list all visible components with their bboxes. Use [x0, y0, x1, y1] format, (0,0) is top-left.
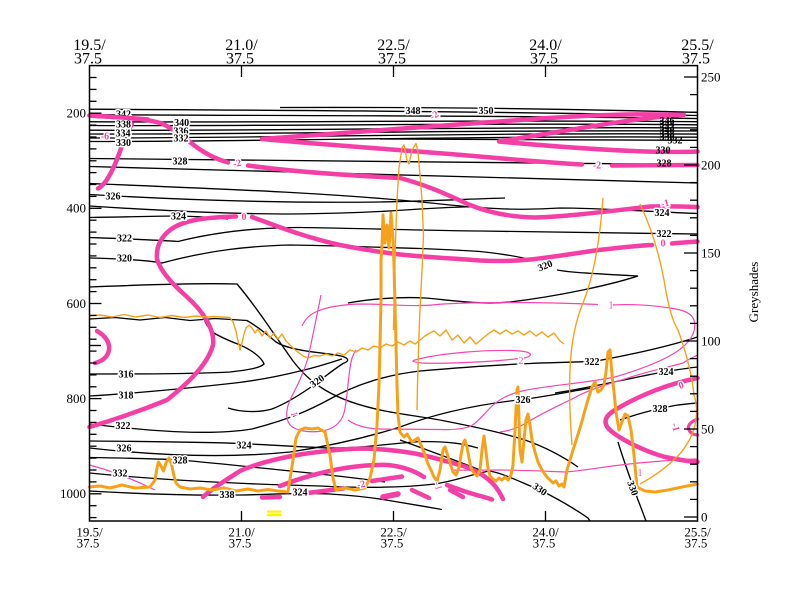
svg-text:21.0/: 21.0/ — [225, 37, 258, 54]
svg-text:328: 328 — [173, 456, 188, 467]
svg-text:322: 322 — [116, 421, 131, 432]
svg-text:200: 200 — [701, 157, 721, 172]
svg-text:340: 340 — [660, 126, 675, 137]
svg-text:0: 0 — [242, 212, 247, 223]
svg-text:37.5: 37.5 — [530, 51, 558, 68]
svg-text:338: 338 — [116, 120, 131, 131]
svg-text:316: 316 — [119, 370, 134, 381]
svg-text:330: 330 — [116, 138, 131, 149]
svg-text:21.0/: 21.0/ — [228, 525, 255, 540]
svg-text:336: 336 — [174, 126, 189, 137]
svg-text:338: 338 — [220, 490, 235, 501]
svg-text:37.5: 37.5 — [229, 536, 252, 551]
svg-text:22.5/: 22.5/ — [380, 525, 407, 540]
svg-text:328: 328 — [653, 404, 668, 415]
svg-text:336: 336 — [660, 132, 675, 143]
svg-text:324: 324 — [659, 367, 674, 378]
svg-text:334: 334 — [116, 129, 131, 140]
svg-text:326: 326 — [117, 444, 132, 455]
svg-text:326: 326 — [516, 395, 531, 406]
svg-text:1: 1 — [288, 411, 300, 418]
svg-text:-2: -2 — [232, 158, 242, 170]
svg-text:22.5/: 22.5/ — [377, 37, 410, 54]
svg-text:800: 800 — [67, 391, 87, 406]
svg-text:0: 0 — [677, 380, 685, 392]
svg-text:100: 100 — [701, 333, 721, 348]
svg-text:50: 50 — [701, 421, 714, 436]
svg-text:322: 322 — [585, 357, 600, 368]
svg-text:346: 346 — [660, 116, 675, 127]
svg-text:24.0/: 24.0/ — [529, 37, 562, 54]
svg-text:342: 342 — [660, 122, 675, 133]
svg-text:1: 1 — [638, 468, 643, 479]
svg-text:320: 320 — [117, 254, 132, 265]
svg-text:328: 328 — [657, 159, 672, 170]
svg-text:324: 324 — [293, 487, 308, 498]
svg-text:344: 344 — [660, 119, 675, 130]
svg-text:324: 324 — [655, 208, 670, 219]
svg-text:324: 324 — [237, 441, 252, 452]
svg-text:37.5: 37.5 — [381, 536, 404, 551]
svg-text:338: 338 — [660, 129, 675, 140]
svg-text:350: 350 — [479, 106, 494, 117]
svg-text:25.5/: 25.5/ — [684, 525, 711, 540]
svg-text:340: 340 — [174, 118, 189, 129]
svg-text:322: 322 — [657, 229, 672, 240]
svg-text:24.0/: 24.0/ — [532, 525, 559, 540]
svg-text:250: 250 — [701, 69, 721, 84]
svg-text:37.5: 37.5 — [74, 51, 102, 68]
svg-text:19.5/: 19.5/ — [73, 37, 106, 54]
svg-text:37.5: 37.5 — [226, 51, 254, 68]
svg-text:400: 400 — [67, 201, 87, 216]
svg-text:-6: -6 — [101, 132, 109, 143]
svg-text:37.5: 37.5 — [77, 536, 100, 551]
svg-text:318: 318 — [119, 391, 134, 402]
svg-text:-2: -2 — [356, 479, 366, 491]
svg-text:0: 0 — [701, 509, 708, 524]
svg-text:37.5: 37.5 — [533, 536, 556, 551]
svg-text:37.5: 37.5 — [682, 51, 710, 68]
svg-text:328: 328 — [173, 157, 188, 168]
svg-text:332: 332 — [113, 469, 128, 480]
svg-text:332: 332 — [668, 135, 683, 146]
svg-text:324: 324 — [171, 212, 186, 223]
svg-text:200: 200 — [67, 106, 87, 121]
svg-text:322: 322 — [117, 234, 132, 245]
svg-text:600: 600 — [67, 296, 87, 311]
svg-text:-2: -2 — [593, 161, 601, 172]
svg-text:25.5/: 25.5/ — [681, 37, 714, 54]
svg-text:Greyshades: Greyshades — [746, 262, 761, 323]
svg-text:19.5/: 19.5/ — [76, 525, 103, 540]
svg-text:37.5: 37.5 — [685, 536, 708, 551]
svg-text:348: 348 — [406, 106, 421, 117]
svg-text:1: 1 — [609, 301, 614, 312]
svg-text:2: 2 — [519, 356, 524, 367]
svg-text:326: 326 — [106, 192, 121, 203]
svg-text:37.5: 37.5 — [378, 51, 406, 68]
svg-text:1000: 1000 — [60, 486, 86, 501]
svg-text:330: 330 — [656, 146, 671, 157]
svg-text:0: 0 — [661, 239, 666, 250]
svg-text:150: 150 — [701, 245, 721, 260]
svg-text:332: 332 — [174, 134, 189, 145]
